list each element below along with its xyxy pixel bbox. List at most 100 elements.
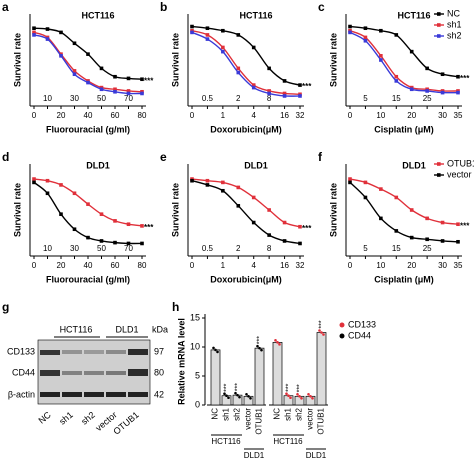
legend-marker — [437, 12, 441, 16]
data-point — [32, 26, 36, 31]
x-tick-label: 80 — [138, 111, 147, 120]
x-tick-label: 8 — [267, 244, 272, 253]
data-point — [72, 72, 77, 77]
data-point — [113, 89, 117, 94]
panel-letter: g — [2, 300, 9, 314]
y-tick-label: 10 — [190, 341, 200, 351]
data-point — [379, 187, 383, 191]
bar — [305, 395, 316, 406]
x-tick-label: 80 — [138, 261, 147, 270]
data-point — [267, 89, 271, 93]
band — [84, 392, 104, 397]
data-point — [440, 90, 445, 95]
data-point — [348, 24, 352, 29]
x-tick-label: 30 — [70, 244, 79, 253]
data-point — [282, 94, 287, 98]
kda-label: 80 — [154, 367, 164, 377]
data-point — [363, 35, 368, 40]
replicate-dot — [249, 397, 252, 400]
data-point — [59, 183, 63, 187]
data-point — [456, 90, 460, 95]
data-point — [126, 222, 131, 227]
x-tick-label: 2 — [236, 94, 241, 103]
data-point — [126, 241, 131, 246]
chart-title: DLD1 — [402, 160, 426, 170]
row-label: β-actin — [8, 389, 35, 399]
legend-marker — [437, 34, 441, 38]
data-point — [440, 72, 445, 77]
data-point — [72, 41, 77, 46]
replicate-dot — [289, 396, 292, 400]
data-point — [113, 74, 117, 79]
data-point — [113, 87, 117, 92]
data-point — [45, 27, 50, 31]
bar — [243, 395, 254, 406]
data-point — [298, 94, 302, 98]
x-tick-label: 5 — [363, 94, 368, 103]
x-axis-label: Cisplatin (μM) — [374, 124, 434, 134]
data-point — [86, 235, 90, 240]
replicate-dot — [274, 339, 277, 342]
y-axis-label: Survival rate — [328, 33, 338, 87]
y-tick-label: 0 — [195, 399, 200, 409]
kda-label: 97 — [154, 346, 164, 356]
chart-title: HCT116 — [397, 10, 430, 20]
data-point — [126, 89, 131, 93]
significance: *** — [318, 320, 325, 328]
x-tick-label: 4 — [251, 111, 256, 120]
x-tick-label: 35 — [454, 261, 463, 270]
y-axis-label: Survival rate — [170, 33, 180, 87]
data-point — [363, 180, 368, 185]
data-point — [236, 70, 241, 75]
annotation: *** — [460, 221, 470, 230]
legend-marker — [437, 23, 441, 27]
blot-panel: g HCT116 DLD1 kDa CD133 CD44 β-actin 97 — [2, 300, 168, 405]
data-point — [59, 212, 63, 216]
x-tick-label: 15 — [392, 244, 401, 253]
data-point — [99, 66, 104, 71]
replicate-dot — [318, 329, 321, 332]
replicate-dot — [225, 394, 228, 398]
panel-letter: e — [160, 150, 167, 164]
bar — [283, 395, 294, 406]
data-point — [236, 33, 241, 37]
x-tick-label: 60 — [111, 261, 120, 270]
data-point — [32, 180, 36, 185]
data-point — [59, 30, 63, 35]
data-point — [267, 233, 271, 237]
row-label: CD44 — [12, 367, 35, 377]
x-tick-label: sh1 — [222, 407, 231, 420]
replicate-dot — [227, 396, 230, 400]
annotation: *** — [144, 223, 154, 232]
data-point — [409, 208, 414, 212]
data-point — [99, 239, 104, 243]
data-point — [113, 240, 117, 245]
band — [84, 371, 104, 375]
replicate-dot — [260, 348, 263, 352]
data-point — [394, 33, 399, 37]
group-label: HCT116 — [273, 437, 303, 446]
x-tick-label: 35 — [454, 111, 463, 120]
x-tick-label: 1 — [221, 111, 226, 120]
data-point — [425, 89, 429, 93]
data-point — [221, 49, 225, 54]
data-point — [221, 188, 225, 193]
replicate-dot — [245, 393, 248, 396]
y-axis-label: Survival rate — [12, 183, 22, 237]
data-point — [379, 54, 383, 58]
band — [106, 392, 126, 397]
lane-label: NC — [36, 409, 53, 425]
x-tick-label: 30 — [438, 111, 447, 120]
y-axis-label: Survival rate — [328, 183, 338, 237]
data-point — [348, 177, 352, 181]
data-point — [348, 30, 352, 35]
data-point — [298, 241, 302, 246]
x-tick-label: 32 — [296, 111, 305, 120]
x-tick-label: 5 — [363, 244, 368, 253]
legend-marker — [437, 173, 441, 177]
data-point — [221, 180, 225, 185]
replicate-dot — [287, 394, 290, 398]
x-axis-label: Doxorubicin(μM) — [210, 274, 282, 284]
band — [106, 350, 126, 354]
legend-label: sh2 — [447, 30, 462, 40]
